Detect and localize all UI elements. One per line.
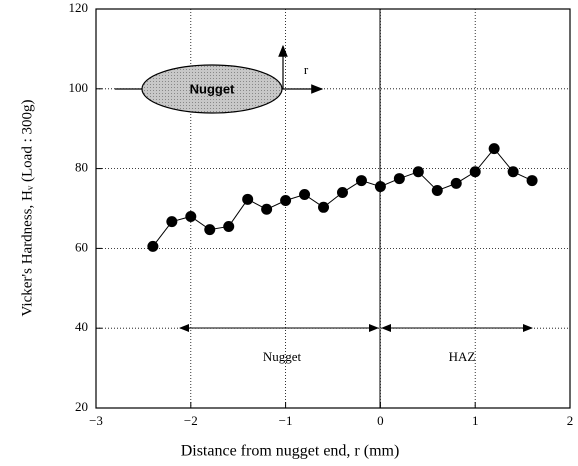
y-tick-label: 80	[75, 160, 88, 175]
data-point	[450, 177, 462, 189]
data-point	[393, 173, 405, 185]
data-point	[166, 216, 178, 228]
data-point	[147, 240, 159, 252]
data-point	[355, 175, 367, 187]
x-tick-label: −1	[279, 413, 293, 428]
y-tick-label: 100	[69, 80, 89, 95]
x-tick-label: 0	[377, 413, 384, 428]
data-point	[336, 187, 348, 199]
x-tick-label: −3	[89, 413, 103, 428]
data-point	[469, 166, 481, 178]
plot-frame	[95, 8, 571, 409]
inset-axis-label: r	[304, 62, 309, 77]
y-tick-label: 20	[75, 399, 88, 414]
data-point	[318, 201, 330, 213]
data-point	[242, 193, 254, 205]
haz-label: HAZ	[449, 349, 476, 364]
data-point	[299, 189, 311, 201]
nugget-ellipse	[141, 64, 283, 114]
y-tick-label: 60	[75, 239, 88, 254]
data-point	[261, 203, 273, 215]
grid	[95, 8, 571, 409]
x-tick-label: 1	[472, 413, 479, 428]
y-axis-title: Vicker's Hardness, Hᵥ (Load : 300g)	[19, 100, 35, 317]
y-tick-label: 120	[69, 0, 89, 15]
data-point	[431, 185, 443, 197]
x-axis-title: Distance from nugget end, r (mm)	[181, 443, 400, 460]
data-point	[507, 166, 519, 178]
data-point	[204, 224, 216, 236]
data-point	[412, 166, 424, 178]
inset-label: Nugget	[190, 81, 235, 96]
data-point	[526, 175, 538, 187]
x-tick-label: −2	[184, 413, 198, 428]
nugget-label: Nugget	[263, 349, 302, 364]
data-point	[280, 195, 292, 207]
inset-diagram: Nugget r	[115, 44, 324, 114]
y-tick-label: 40	[75, 319, 88, 334]
data-point	[488, 143, 500, 155]
x-tick-label: 2	[567, 413, 574, 428]
data-point	[223, 220, 235, 232]
data-point	[374, 181, 386, 193]
data-point	[185, 210, 197, 222]
